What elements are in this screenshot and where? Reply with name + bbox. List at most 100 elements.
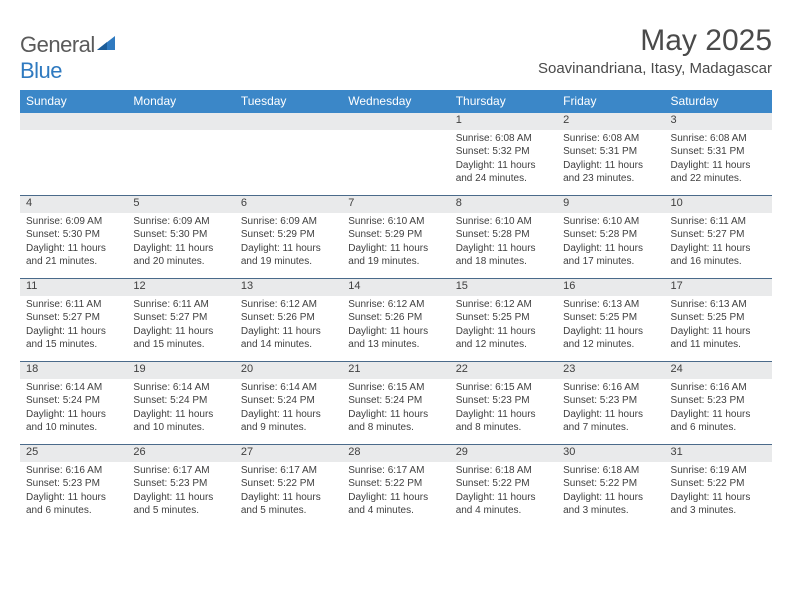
day-number: 14 <box>348 280 360 292</box>
daylight-line: Daylight: 11 hours and 16 minutes. <box>671 242 766 269</box>
sunset-line: Sunset: 5:27 PM <box>133 311 228 325</box>
day-number-cell: 10 <box>665 196 772 213</box>
day-number: 23 <box>563 363 575 375</box>
sunrise-line: Sunrise: 6:10 AM <box>456 215 551 229</box>
day-content-cell: Sunrise: 6:11 AMSunset: 5:27 PMDaylight:… <box>20 296 127 362</box>
day-number: 13 <box>241 280 253 292</box>
day-number: 26 <box>133 446 145 458</box>
day-number-cell: 16 <box>557 279 664 296</box>
sunrise-line: Sunrise: 6:09 AM <box>133 215 228 229</box>
day-number-cell: 2 <box>557 113 664 130</box>
day-number: 17 <box>671 280 683 292</box>
day-content-cell: Sunrise: 6:15 AMSunset: 5:23 PMDaylight:… <box>450 379 557 445</box>
sunset-line: Sunset: 5:30 PM <box>26 228 121 242</box>
day-number-cell: 17 <box>665 279 772 296</box>
day-content-cell: Sunrise: 6:08 AMSunset: 5:32 PMDaylight:… <box>450 130 557 196</box>
sunset-line: Sunset: 5:24 PM <box>26 394 121 408</box>
day-number-cell: 27 <box>235 445 342 462</box>
day-content-cell: Sunrise: 6:08 AMSunset: 5:31 PMDaylight:… <box>665 130 772 196</box>
day-number: 16 <box>563 280 575 292</box>
sunset-line: Sunset: 5:31 PM <box>671 145 766 159</box>
daylight-line: Daylight: 11 hours and 10 minutes. <box>26 408 121 435</box>
day-number-cell: 30 <box>557 445 664 462</box>
day-number: 30 <box>563 446 575 458</box>
day-number-row: 25 26 27 28 29 30 31 <box>20 445 772 462</box>
day-number-cell: 3 <box>665 113 772 130</box>
sunset-line: Sunset: 5:29 PM <box>348 228 443 242</box>
day-number-cell: 29 <box>450 445 557 462</box>
day-number: 18 <box>26 363 38 375</box>
sunrise-line: Sunrise: 6:12 AM <box>241 298 336 312</box>
weekday-header: Sunday <box>20 90 127 113</box>
day-number-row: 11121314151617 <box>20 279 772 296</box>
sunrise-line: Sunrise: 6:09 AM <box>26 215 121 229</box>
weekday-header: Friday <box>557 90 664 113</box>
day-number: 6 <box>241 197 247 209</box>
day-number-cell: 26 <box>127 445 234 462</box>
daylight-line: Daylight: 11 hours and 8 minutes. <box>348 408 443 435</box>
sunrise-line: Sunrise: 6:13 AM <box>671 298 766 312</box>
daylight-line: Daylight: 11 hours and 21 minutes. <box>26 242 121 269</box>
weekday-header: Thursday <box>450 90 557 113</box>
sunrise-line: Sunrise: 6:12 AM <box>456 298 551 312</box>
sunrise-line: Sunrise: 6:13 AM <box>563 298 658 312</box>
daylight-line: Daylight: 11 hours and 14 minutes. <box>241 325 336 352</box>
day-content-cell: Sunrise: 6:10 AMSunset: 5:28 PMDaylight:… <box>450 213 557 279</box>
day-number-row: 18192021222324 <box>20 362 772 379</box>
day-content-cell: Sunrise: 6:14 AMSunset: 5:24 PMDaylight:… <box>235 379 342 445</box>
header: General Blue May 2025 Soavinandriana, It… <box>20 24 772 84</box>
daylight-line: Daylight: 11 hours and 9 minutes. <box>241 408 336 435</box>
day-content-cell: Sunrise: 6:09 AMSunset: 5:30 PMDaylight:… <box>127 213 234 279</box>
day-number: 5 <box>133 197 139 209</box>
sunset-line: Sunset: 5:24 PM <box>241 394 336 408</box>
day-content-cell: Sunrise: 6:09 AMSunset: 5:29 PMDaylight:… <box>235 213 342 279</box>
day-content-cell: Sunrise: 6:15 AMSunset: 5:24 PMDaylight:… <box>342 379 449 445</box>
sunset-line: Sunset: 5:22 PM <box>241 477 336 491</box>
sunset-line: Sunset: 5:23 PM <box>133 477 228 491</box>
month-title: May 2025 <box>538 24 772 58</box>
day-number-cell: 19 <box>127 362 234 379</box>
day-content-cell: Sunrise: 6:13 AMSunset: 5:25 PMDaylight:… <box>665 296 772 362</box>
day-number-cell: 25 <box>20 445 127 462</box>
day-number: 4 <box>26 197 32 209</box>
calendar-table: SundayMondayTuesdayWednesdayThursdayFrid… <box>20 90 772 528</box>
sunrise-line: Sunrise: 6:08 AM <box>671 132 766 146</box>
daylight-line: Daylight: 11 hours and 12 minutes. <box>563 325 658 352</box>
day-content-cell: Sunrise: 6:10 AMSunset: 5:29 PMDaylight:… <box>342 213 449 279</box>
sunset-line: Sunset: 5:29 PM <box>241 228 336 242</box>
day-content-cell: Sunrise: 6:10 AMSunset: 5:28 PMDaylight:… <box>557 213 664 279</box>
day-content-cell: Sunrise: 6:14 AMSunset: 5:24 PMDaylight:… <box>20 379 127 445</box>
weekday-header: Monday <box>127 90 234 113</box>
day-number: 8 <box>456 197 462 209</box>
logo-part1: General <box>20 32 95 57</box>
sunrise-line: Sunrise: 6:16 AM <box>671 381 766 395</box>
day-content-cell: Sunrise: 6:18 AMSunset: 5:22 PMDaylight:… <box>450 462 557 528</box>
daylight-line: Daylight: 11 hours and 11 minutes. <box>671 325 766 352</box>
day-number: 28 <box>348 446 360 458</box>
day-content-cell: Sunrise: 6:16 AMSunset: 5:23 PMDaylight:… <box>665 379 772 445</box>
day-number: 7 <box>348 197 354 209</box>
logo-text: General Blue <box>20 32 117 84</box>
sunset-line: Sunset: 5:25 PM <box>671 311 766 325</box>
sunset-line: Sunset: 5:22 PM <box>671 477 766 491</box>
sunset-line: Sunset: 5:23 PM <box>563 394 658 408</box>
day-content-cell: Sunrise: 6:19 AMSunset: 5:22 PMDaylight:… <box>665 462 772 528</box>
weekday-header: Tuesday <box>235 90 342 113</box>
day-number-cell: 6 <box>235 196 342 213</box>
day-content-cell: Sunrise: 6:13 AMSunset: 5:25 PMDaylight:… <box>557 296 664 362</box>
daylight-line: Daylight: 11 hours and 5 minutes. <box>133 491 228 518</box>
sunrise-line: Sunrise: 6:16 AM <box>26 464 121 478</box>
logo-part2: Blue <box>20 58 62 83</box>
day-content-cell: Sunrise: 6:16 AMSunset: 5:23 PMDaylight:… <box>557 379 664 445</box>
daylight-line: Daylight: 11 hours and 3 minutes. <box>563 491 658 518</box>
day-number-cell: 8 <box>450 196 557 213</box>
day-number-row: 45678910 <box>20 196 772 213</box>
sunset-line: Sunset: 5:28 PM <box>456 228 551 242</box>
sunrise-line: Sunrise: 6:10 AM <box>348 215 443 229</box>
sunset-line: Sunset: 5:22 PM <box>563 477 658 491</box>
day-number-cell: 31 <box>665 445 772 462</box>
sunrise-line: Sunrise: 6:08 AM <box>563 132 658 146</box>
day-content-cell: Sunrise: 6:08 AMSunset: 5:31 PMDaylight:… <box>557 130 664 196</box>
day-content-cell: Sunrise: 6:17 AMSunset: 5:22 PMDaylight:… <box>342 462 449 528</box>
sunrise-line: Sunrise: 6:14 AM <box>26 381 121 395</box>
